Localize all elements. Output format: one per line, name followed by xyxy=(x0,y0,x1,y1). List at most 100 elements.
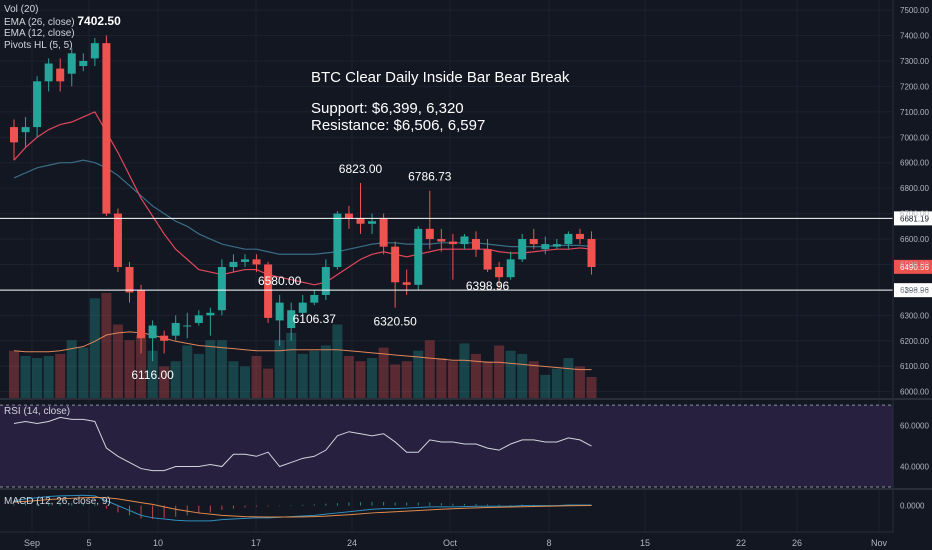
time-tick-label: 24 xyxy=(347,538,357,548)
macd-histogram-bar xyxy=(440,503,442,506)
macd-histogram-bar xyxy=(48,502,50,506)
ema-layer xyxy=(13,111,592,286)
volume-bar xyxy=(228,361,239,398)
volume-bar xyxy=(401,361,412,398)
macd-histogram-bar xyxy=(152,505,154,520)
candle-body xyxy=(21,127,30,133)
macd-histogram-bar xyxy=(313,504,315,506)
volume-bar xyxy=(574,366,585,398)
candle-body xyxy=(587,239,596,267)
macd-tick-label: 0.0000 xyxy=(900,502,925,511)
legend-ema12[interactable]: EMA (12, close) xyxy=(4,28,75,39)
macd-histogram-bar xyxy=(36,502,38,506)
volume-bar xyxy=(378,347,389,398)
price-tick-label: 7300.00 xyxy=(900,57,929,66)
macd-histogram-bar xyxy=(163,505,165,518)
candle-body xyxy=(564,233,573,245)
volume-bar xyxy=(436,358,447,398)
volume-bar xyxy=(43,356,54,398)
candle-body xyxy=(414,228,423,285)
macd-histogram-bar xyxy=(371,501,373,506)
legend-pivots[interactable]: Pivots HL (5, 5) xyxy=(4,39,73,51)
rsi-label[interactable]: RSI (14, close) xyxy=(4,406,71,417)
candle-body xyxy=(206,312,215,316)
macd-histogram-bar xyxy=(267,505,269,507)
volume-bar xyxy=(586,377,597,398)
candle-body xyxy=(33,81,42,128)
macd-histogram-bar xyxy=(521,504,523,506)
legend-ema26[interactable]: EMA (26, close) 7402.50 xyxy=(4,15,121,29)
time-tick-label: Nov xyxy=(871,538,888,548)
macd-label[interactable]: MACD (12, 26, close, 9) xyxy=(4,496,111,507)
candle-body xyxy=(506,259,515,278)
macd-histogram-bar xyxy=(140,505,142,519)
candle-body xyxy=(252,259,261,265)
candle-body xyxy=(183,325,192,327)
candle-layer xyxy=(10,35,596,362)
pivot-label: 6398.96 xyxy=(466,279,510,293)
macd-histogram-bar xyxy=(105,505,107,509)
candle-body xyxy=(321,267,330,295)
price-tick-label: 6700.00 xyxy=(900,210,929,219)
rsi-line xyxy=(13,416,592,472)
macd-histogram-bar xyxy=(209,505,211,513)
volume-bar xyxy=(205,340,216,398)
volume-bar xyxy=(517,353,528,398)
candle-body xyxy=(460,236,469,245)
volume-bar xyxy=(320,345,331,398)
macd-histogram-bar xyxy=(82,503,84,506)
macd-histogram-bar xyxy=(510,504,512,506)
candle-body xyxy=(229,261,238,267)
macd-histogram-bar xyxy=(232,505,234,509)
macd-histogram-bar xyxy=(336,503,338,506)
volume-bar xyxy=(216,340,227,398)
volume-bar xyxy=(551,368,562,398)
macd-histogram-bar xyxy=(186,505,188,516)
price-tick-label: 6800.00 xyxy=(900,184,929,193)
candle-body xyxy=(379,218,388,247)
macd-histogram-bar xyxy=(417,502,419,506)
macd-histogram-bar xyxy=(256,505,258,507)
candle-body xyxy=(10,127,18,143)
macd-histogram-bar xyxy=(475,504,477,506)
macd-histogram-bar xyxy=(302,504,304,506)
candle-body xyxy=(275,302,284,321)
macd-histogram-bar xyxy=(117,505,119,513)
volume-bar xyxy=(182,345,193,398)
macd-line xyxy=(13,494,592,522)
current-price-tag xyxy=(894,259,932,274)
pivot-layer: 6580.00 6116.00 6106.37 6823.00 6320.50 6786.… xyxy=(131,162,509,382)
volume-bar xyxy=(482,361,493,398)
indicator-legend: Vol (20) EMA (26, close) 7402.50 EMA (12… xyxy=(4,4,121,51)
pivot-label: 6106.37 xyxy=(293,312,337,326)
volume-bar xyxy=(286,332,297,398)
candle-body xyxy=(241,259,249,262)
rsi-tick-label: 40.0000 xyxy=(900,463,929,472)
candle-body xyxy=(148,325,157,339)
candle-body xyxy=(67,53,76,74)
ema12-line xyxy=(13,111,592,286)
candle-body xyxy=(344,213,353,219)
rsi-band xyxy=(0,405,893,487)
volume-bar xyxy=(251,356,262,398)
volume-bar xyxy=(20,356,31,398)
volume-bar xyxy=(112,324,123,398)
annotation-resistance: Resistance: $6,506, 6,597 xyxy=(311,117,486,134)
volume-bar xyxy=(332,324,343,398)
current-price-label: 6490.56 xyxy=(900,263,929,272)
time-tick-label: 26 xyxy=(792,538,802,548)
volume-bar xyxy=(355,361,366,398)
time-tick-label: 10 xyxy=(153,538,163,548)
pivot-label: 6320.50 xyxy=(373,315,417,329)
candle-body xyxy=(483,249,492,270)
legend-vol[interactable]: Vol (20) xyxy=(4,4,39,15)
candle-body xyxy=(264,264,273,318)
candle-body xyxy=(160,335,169,341)
candle-body xyxy=(472,239,480,250)
volume-bar xyxy=(124,340,135,398)
candle-body xyxy=(495,267,504,278)
candle-body xyxy=(79,60,88,67)
rsi-tick-label: 60.0000 xyxy=(900,422,929,431)
